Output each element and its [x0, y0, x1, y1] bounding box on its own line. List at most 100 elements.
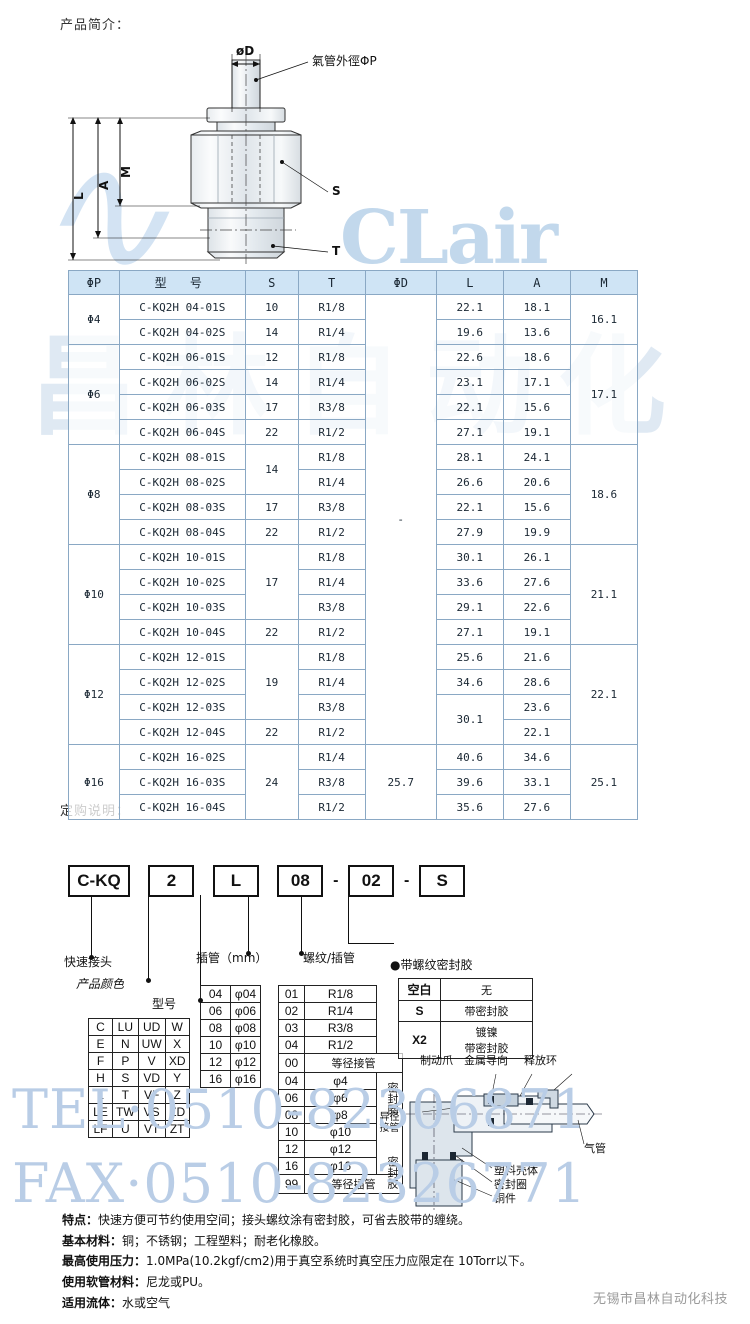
thread-code-cell[interactable]: 00 [278, 1053, 305, 1073]
tube-code-cell[interactable]: 04 [200, 985, 231, 1003]
tube-size-cell[interactable]: φ04 [230, 985, 261, 1003]
thread-value-cell[interactable]: φ8 [304, 1106, 377, 1124]
tube-code-cell[interactable]: 08 [200, 1019, 231, 1037]
cell-model: C-KQ2H 12-04S [118, 719, 246, 745]
cell-A: 22.1 [502, 719, 571, 745]
color-code-cell[interactable]: Y [164, 1069, 190, 1087]
table-row: C-KQ2H 16-04S R1/2 35.6 27.6 [69, 794, 638, 820]
thread-value-cell[interactable]: φ16 [304, 1157, 377, 1175]
color-code-cell[interactable]: T [112, 1086, 139, 1104]
dimension-label-L: L [72, 192, 86, 200]
thread-value-cell[interactable]: φ6 [304, 1089, 377, 1107]
table-row: C-KQ2H 08-02S R1/4 26.6 20.6 [69, 469, 638, 495]
thread-code-cell[interactable]: 04 [278, 1072, 305, 1090]
thread-code-cell[interactable]: 03 [278, 1019, 305, 1037]
color-code-cell[interactable]: UW [137, 1035, 166, 1053]
thread-code-cell[interactable]: 06 [278, 1089, 305, 1107]
table-row: C-KQ2H 12-03S R3/8 30.1 23.6 [69, 694, 638, 745]
thread-code-row: 99 等径插管 [278, 1174, 403, 1194]
thread-value-cell[interactable]: R1/4 [304, 1002, 377, 1020]
color-code-cell[interactable]: TW [112, 1103, 139, 1121]
table-row: C-KQ2H 06-03S 17 R3/8 22.1 15.6 [69, 394, 638, 420]
color-code-cell[interactable]: XD [164, 1052, 190, 1070]
code-segment-color[interactable]: 2 [148, 865, 195, 897]
color-code-cell[interactable]: W [164, 1018, 190, 1036]
cell-T: R1/8 [297, 344, 366, 370]
color-code-cell[interactable]: L [88, 1086, 113, 1104]
thread-code-cell[interactable]: 10 [278, 1123, 305, 1141]
thread-code-cell[interactable]: 08 [278, 1106, 305, 1124]
thread-value-cell[interactable]: φ4 [304, 1072, 377, 1090]
spec-value: 铜；不锈钢；工程塑料；耐老化橡胶。 [122, 1233, 327, 1248]
code-segment-series[interactable]: C-KQ [68, 865, 130, 897]
code-segment-tube[interactable]: 08 [277, 865, 324, 897]
color-code-cell[interactable]: U [112, 1120, 139, 1138]
xsec-label-guide: 金属导向 [464, 1054, 508, 1067]
order-label-thread: 螺纹/插管 [303, 951, 356, 965]
code-segment-model[interactable]: L [212, 865, 259, 897]
sealant-code-cell[interactable]: S [398, 1000, 441, 1022]
thread-value-cell[interactable]: R3/8 [304, 1019, 377, 1037]
color-code-cell[interactable]: VS [137, 1103, 166, 1121]
color-code-cell[interactable]: V [137, 1052, 166, 1070]
thread-value-cell[interactable]: 等径插管 [304, 1174, 403, 1194]
color-code-cell[interactable]: S [112, 1069, 139, 1087]
tube-code-cell[interactable]: 16 [200, 1070, 231, 1088]
thread-code-cell[interactable]: 02 [278, 1002, 305, 1020]
color-code-cell[interactable]: N [112, 1035, 139, 1053]
sealant-code-cell[interactable]: 空白 [398, 978, 441, 1001]
tube-size-cell[interactable]: φ08 [230, 1019, 261, 1037]
leader-sealant-v [348, 895, 349, 943]
tube-size-cell[interactable]: φ16 [230, 1070, 261, 1088]
table-row: C-KQ2H 10-02S R1/4 33.6 27.6 [69, 569, 638, 595]
thread-code-cell[interactable]: 01 [278, 985, 305, 1003]
color-code-cell[interactable]: H [88, 1069, 113, 1087]
color-code-cell[interactable]: X [164, 1035, 190, 1053]
code-dash-2: - [404, 872, 410, 889]
tube-code-cell[interactable]: 10 [200, 1036, 231, 1054]
thread-value-cell[interactable]: φ12 [304, 1140, 377, 1158]
thread-code-cell[interactable]: 04 [278, 1036, 305, 1054]
color-code-cell[interactable]: P [112, 1052, 139, 1070]
color-code-cell[interactable]: LF [88, 1120, 113, 1138]
tube-size-cell[interactable]: φ06 [230, 1002, 261, 1020]
code-segment-sealant[interactable]: S [419, 865, 466, 897]
color-code-cell[interactable]: E [88, 1035, 113, 1053]
thread-code-cell[interactable]: 16 [278, 1157, 305, 1175]
color-code-row: LF U VT ZT [88, 1120, 190, 1138]
dimension-table: ΦP 型 号 S T ΦD L A M Φ4 C-KQ2H 04-01S 10 R1/… [68, 270, 639, 820]
color-code-cell[interactable]: Z [164, 1086, 190, 1104]
thread-value-cell[interactable]: R1/2 [304, 1036, 377, 1054]
color-code-row: H S VD Y [88, 1069, 190, 1087]
color-code-cell[interactable]: ZT [164, 1120, 190, 1138]
tube-size-cell[interactable]: φ12 [230, 1053, 261, 1071]
color-code-cell[interactable]: VT [137, 1120, 166, 1138]
tube-code-cell[interactable]: 12 [200, 1053, 231, 1071]
thread-value-cell[interactable]: R1/8 [304, 985, 377, 1003]
color-code-cell[interactable]: VF [137, 1086, 166, 1104]
color-code-cell[interactable]: VD [137, 1069, 166, 1087]
cell-model: C-KQ2H 12-01S [118, 644, 246, 670]
tube-size-cell[interactable]: φ10 [230, 1036, 261, 1054]
cell-model: C-KQ2H 16-02S [118, 744, 246, 770]
thread-value-cell[interactable]: 等径接管 [304, 1053, 403, 1073]
color-code-row: L T VF Z [88, 1086, 190, 1104]
cell-T: R1/4 [297, 319, 366, 345]
table-row: C-KQ2H 12-02S R1/4 34.6 28.6 [69, 669, 638, 695]
color-code-cell[interactable]: LE [88, 1103, 113, 1121]
color-code-cell[interactable]: LU [112, 1018, 139, 1036]
cell-S: 14 [244, 369, 299, 395]
color-code-cell[interactable]: C [88, 1018, 113, 1036]
cell-L: 29.1 [435, 594, 504, 620]
thread-value-cell[interactable]: φ10 [304, 1123, 377, 1141]
tube-code-cell[interactable]: 06 [200, 1002, 231, 1020]
color-code-cell[interactable]: F [88, 1052, 113, 1070]
thread-code-cell[interactable]: 99 [278, 1174, 305, 1194]
table-row: C-KQ2H 08-04S 22 R1/2 27.9 19.9 [69, 519, 638, 545]
thread-code-cell[interactable]: 12 [278, 1140, 305, 1158]
code-segment-thread[interactable]: 02 [348, 865, 395, 897]
cell-phiP: Φ4 [68, 294, 120, 345]
color-code-cell[interactable]: ZD [164, 1103, 190, 1121]
thread-code-row: 10 φ10 [278, 1123, 403, 1141]
color-code-cell[interactable]: UD [137, 1018, 166, 1036]
